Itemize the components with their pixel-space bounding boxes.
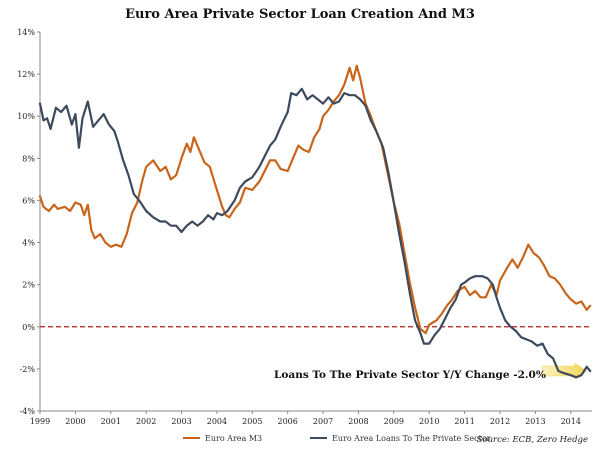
- series-layer: [38, 64, 592, 379]
- y-axis-ticks: -4% -2% 0% 2% 4% 6% 8% 10% 12% 14%: [17, 28, 40, 416]
- y-tick-label: -2%: [20, 365, 36, 374]
- plot-area: [39, 32, 592, 412]
- x-tick-label: 2007: [313, 417, 333, 426]
- series-line-m3: [38, 64, 592, 335]
- x-tick-label: 2014: [561, 417, 581, 426]
- x-tick-label: 2009: [384, 417, 404, 426]
- legend-label-loans: Euro Area Loans To The Private Sector: [332, 434, 491, 443]
- y-tick-label: 8%: [22, 154, 35, 163]
- y-tick-label: 6%: [22, 196, 35, 205]
- y-tick-label: 2%: [22, 281, 35, 290]
- source-note: Source: ECB, Zero Hedge: [477, 435, 588, 445]
- x-tick-label: 2012: [490, 417, 510, 426]
- y-tick-label: 14%: [17, 28, 35, 37]
- legend-label-m3: Euro Area M3: [205, 434, 262, 443]
- annotation-text: Loans To The Private Sector Y/Y Change -…: [274, 369, 546, 381]
- x-tick-label: 2004: [207, 417, 227, 426]
- y-tick-label: 10%: [17, 112, 35, 121]
- x-tick-label: 2003: [171, 417, 191, 426]
- y-tick-label: 12%: [17, 70, 35, 79]
- x-tick-label: 2013: [525, 417, 545, 426]
- chart-title: Euro Area Private Sector Loan Creation A…: [125, 7, 475, 22]
- x-tick-label: 2002: [136, 417, 156, 426]
- x-tick-label: 2008: [348, 417, 368, 426]
- x-tick-label: 2011: [454, 417, 474, 426]
- series-line-loans: [38, 87, 592, 379]
- y-tick-label: 4%: [22, 239, 35, 248]
- x-tick-label: 2000: [65, 417, 85, 426]
- legend: Euro Area M3 Euro Area Loans To The Priv…: [183, 434, 491, 443]
- x-axis-ticks: 1999 2000 2001 2002 2003 2004 2005 2006 2007 2008…: [30, 411, 581, 426]
- x-tick-label: 2001: [101, 417, 121, 426]
- x-tick-label: 2006: [278, 417, 298, 426]
- x-tick-label: 2005: [242, 417, 262, 426]
- x-tick-label: 1999: [30, 417, 50, 426]
- x-tick-label: 2010: [419, 417, 439, 426]
- y-tick-label: 0%: [22, 323, 35, 332]
- y-tick-label: -4%: [20, 407, 36, 416]
